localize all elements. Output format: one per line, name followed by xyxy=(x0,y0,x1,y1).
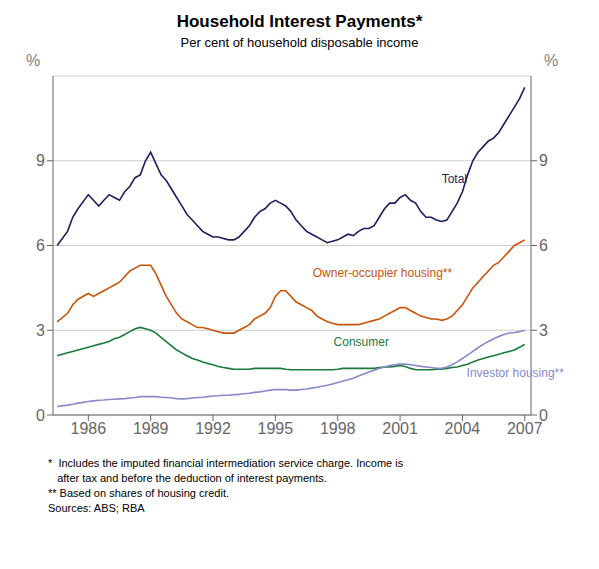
svg-text:0: 0 xyxy=(36,407,45,424)
svg-text:3: 3 xyxy=(539,322,548,339)
html-text:** Based on shares of housing: ** Based on shares of housing credit. xyxy=(48,487,229,499)
svg-text:2004: 2004 xyxy=(445,420,481,437)
svg-text:6: 6 xyxy=(539,237,548,254)
svg-text:1989: 1989 xyxy=(133,420,169,437)
html-text:Household Interest Payments*: Household Interest Payments* xyxy=(176,12,423,31)
html-text:Per cent of household disposab: Per cent of household disposable income xyxy=(180,35,419,50)
svg-text:%: % xyxy=(544,52,558,69)
svg-text:1995: 1995 xyxy=(258,420,294,437)
html-text:after tax and before the deduc: after tax and before the deduction of in… xyxy=(48,472,327,484)
svg-text:1986: 1986 xyxy=(71,420,107,437)
svg-text:9: 9 xyxy=(539,152,548,169)
svg-text:1992: 1992 xyxy=(195,420,231,437)
svg-text:2007: 2007 xyxy=(507,420,543,437)
svg-text:Investor housing**: Investor housing** xyxy=(467,366,565,380)
svg-text:Owner-occupier housing**: Owner-occupier housing** xyxy=(313,266,453,280)
svg-text:Consumer: Consumer xyxy=(334,335,389,349)
html-text:Sources: ABS; RBA: Sources: ABS; RBA xyxy=(48,502,145,514)
svg-text:0: 0 xyxy=(539,407,548,424)
svg-text:Total: Total xyxy=(442,172,467,186)
svg-text:6: 6 xyxy=(36,237,45,254)
html-text:* Includes the imputed financi: * Includes the imputed financial interme… xyxy=(48,457,404,469)
svg-text:%: % xyxy=(26,52,40,69)
svg-text:9: 9 xyxy=(36,152,45,169)
svg-text:2001: 2001 xyxy=(382,420,418,437)
svg-text:3: 3 xyxy=(36,322,45,339)
svg-text:1998: 1998 xyxy=(320,420,356,437)
